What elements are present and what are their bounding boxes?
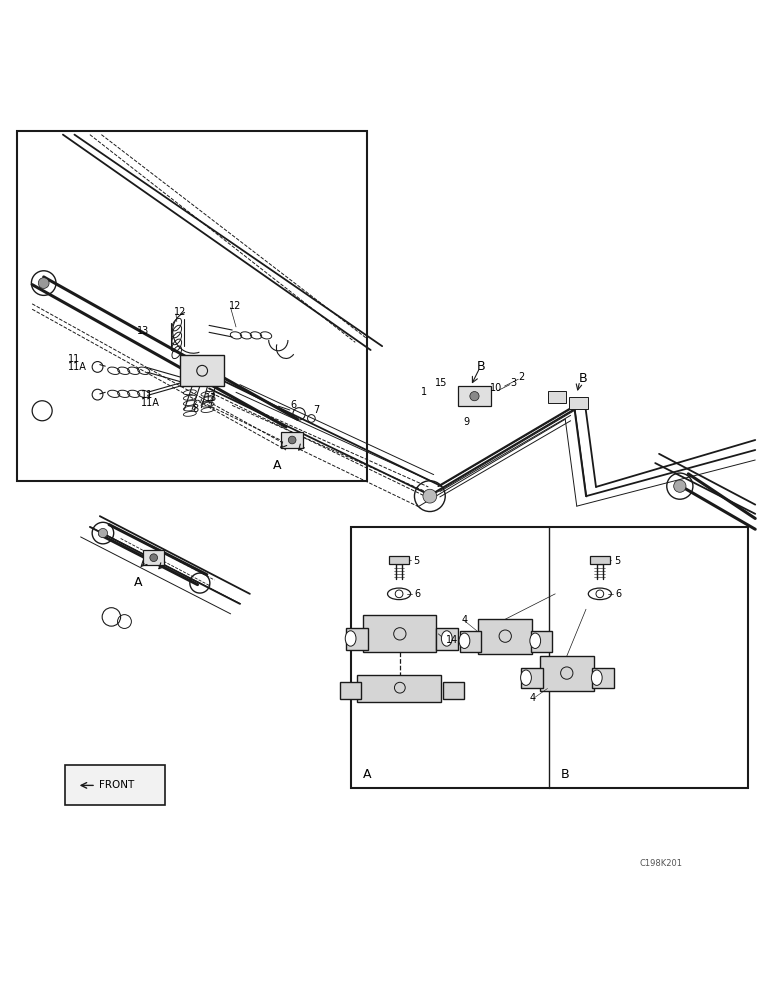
Bar <box>592 668 614 688</box>
Text: 7: 7 <box>313 405 319 415</box>
Text: 11: 11 <box>141 390 154 400</box>
Bar <box>351 527 747 788</box>
Text: 8: 8 <box>192 404 198 414</box>
Bar <box>66 765 165 805</box>
Text: 5: 5 <box>413 556 419 566</box>
Bar <box>180 355 225 386</box>
Text: 5: 5 <box>614 556 620 566</box>
Bar <box>530 631 552 652</box>
Text: B: B <box>561 768 570 781</box>
Ellipse shape <box>442 631 452 646</box>
Circle shape <box>674 480 686 492</box>
Circle shape <box>98 528 107 538</box>
Circle shape <box>288 436 296 444</box>
Text: 12: 12 <box>174 307 186 317</box>
Text: 9: 9 <box>463 417 469 427</box>
Text: 14: 14 <box>446 635 459 645</box>
Circle shape <box>470 392 479 401</box>
Bar <box>458 386 492 406</box>
Ellipse shape <box>591 670 602 685</box>
Text: A: A <box>134 576 143 589</box>
Bar <box>521 668 543 688</box>
Circle shape <box>423 489 437 503</box>
Text: 13: 13 <box>137 326 149 336</box>
Bar <box>590 556 610 564</box>
Text: 11A: 11A <box>141 398 161 408</box>
Text: 4: 4 <box>529 693 535 703</box>
Text: 2: 2 <box>518 372 524 382</box>
Bar <box>460 631 482 652</box>
Text: 6: 6 <box>290 400 296 410</box>
Bar <box>363 615 436 652</box>
Bar <box>340 682 361 699</box>
Text: 6: 6 <box>415 589 421 599</box>
Bar <box>357 675 442 702</box>
Text: B: B <box>477 360 486 373</box>
Text: 3: 3 <box>510 378 516 388</box>
Text: 13: 13 <box>205 393 218 403</box>
Bar <box>569 397 587 409</box>
Text: B: B <box>578 372 587 385</box>
Text: 11: 11 <box>68 354 80 364</box>
Text: 6: 6 <box>615 589 621 599</box>
Circle shape <box>39 278 49 288</box>
Ellipse shape <box>459 633 470 648</box>
Bar <box>389 556 409 564</box>
Text: 1: 1 <box>422 387 428 397</box>
Bar <box>443 682 465 699</box>
Text: A: A <box>363 768 371 781</box>
Ellipse shape <box>345 631 356 646</box>
Text: FRONT: FRONT <box>99 780 134 790</box>
Bar <box>143 550 164 565</box>
Bar <box>346 628 367 650</box>
Text: 4: 4 <box>462 615 468 625</box>
Text: 12: 12 <box>229 301 242 311</box>
Text: A: A <box>273 459 281 472</box>
Ellipse shape <box>530 633 540 648</box>
Circle shape <box>150 554 157 562</box>
Bar <box>17 131 367 481</box>
Bar <box>479 619 532 654</box>
Bar <box>540 656 594 691</box>
Text: 11A: 11A <box>68 362 87 372</box>
Text: 10: 10 <box>490 383 502 393</box>
Bar <box>436 628 458 650</box>
Text: C198K201: C198K201 <box>640 859 683 868</box>
Text: 15: 15 <box>435 378 447 388</box>
Bar <box>547 391 566 403</box>
Bar <box>281 432 303 448</box>
Ellipse shape <box>520 670 531 685</box>
